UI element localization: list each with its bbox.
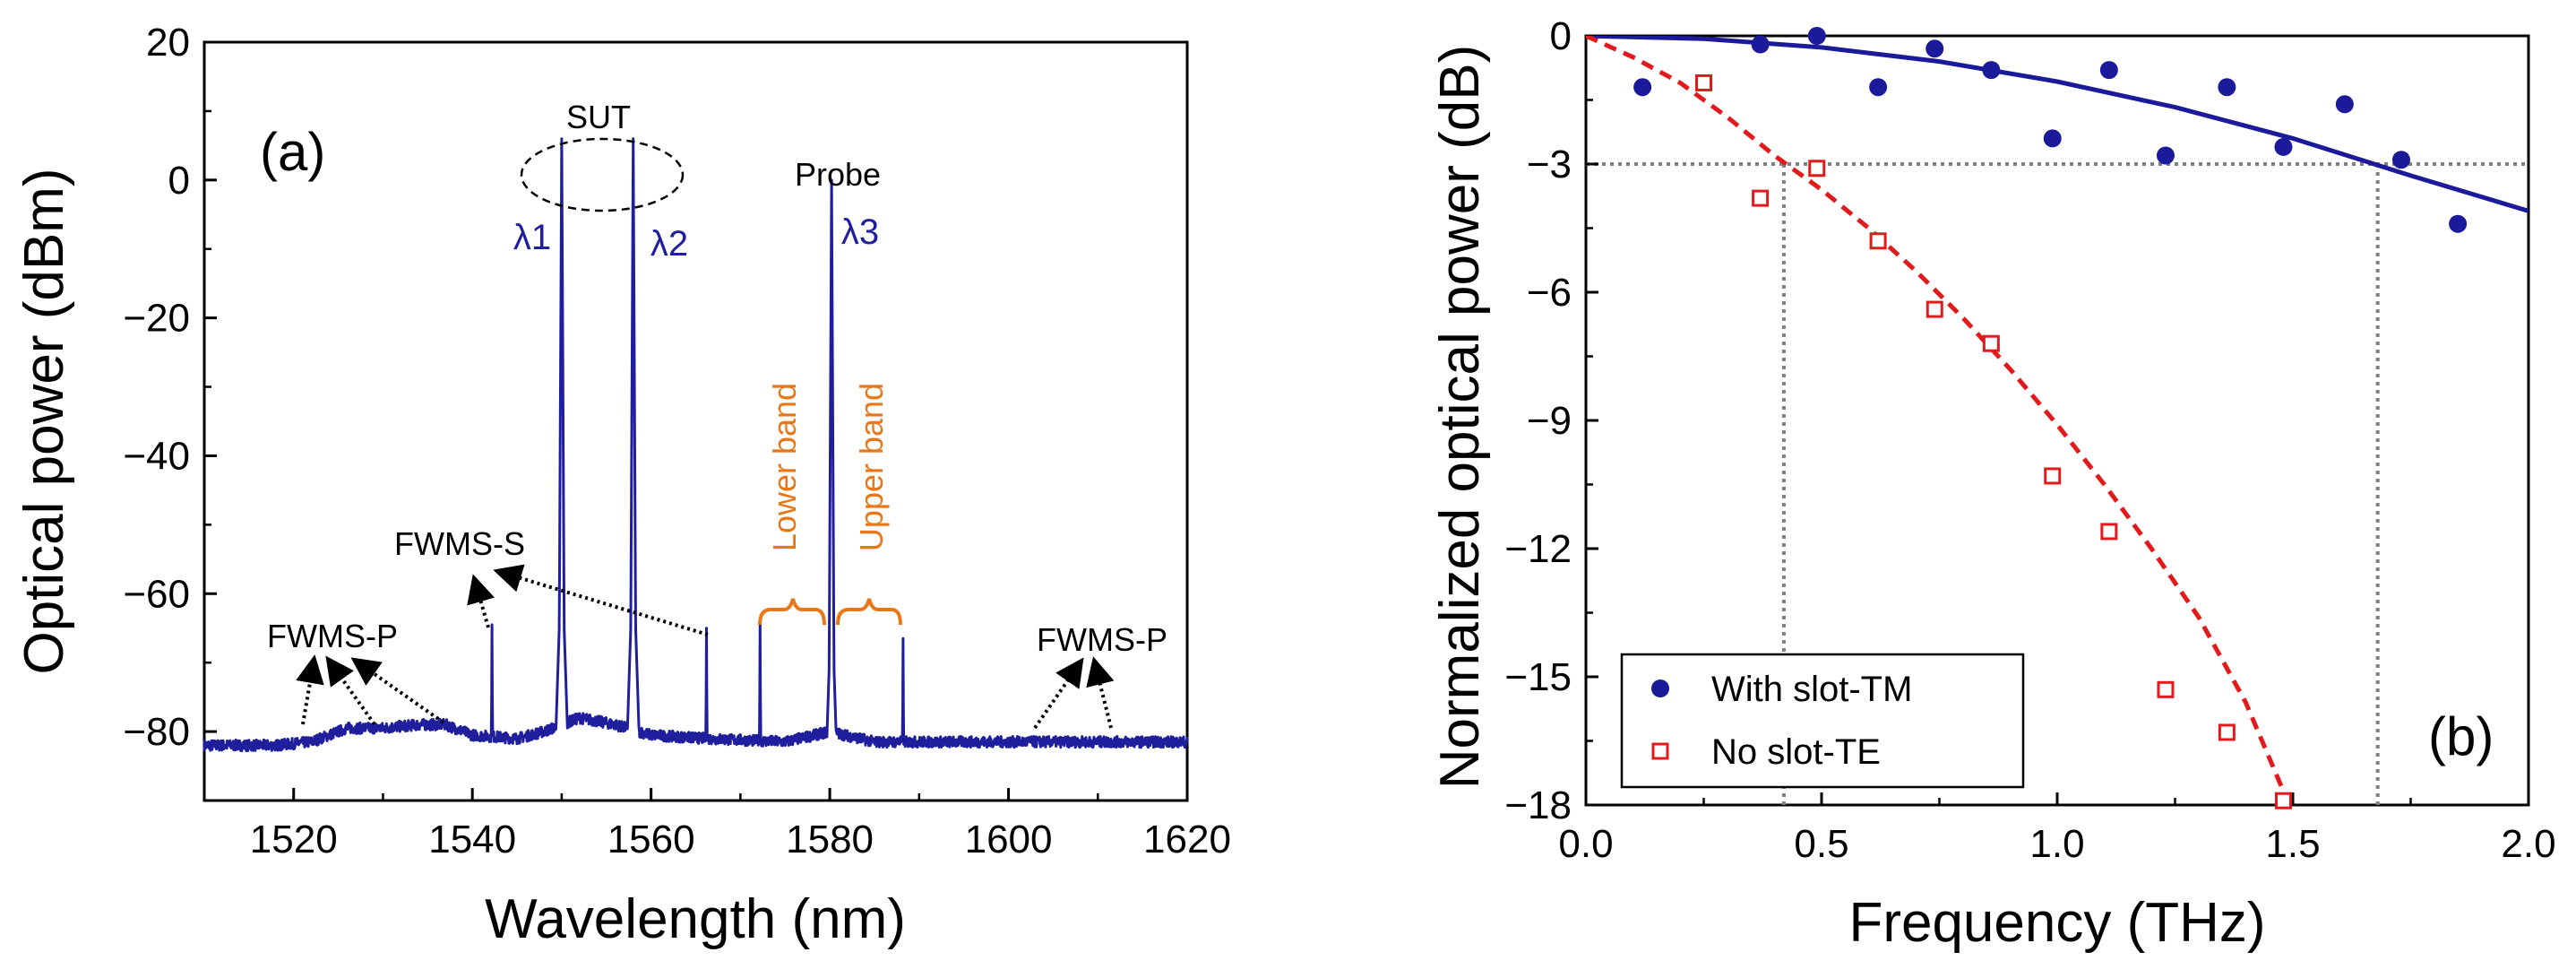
panel-b-y-tick-label: −18 [1504, 783, 1572, 827]
panel-b-label: (b) [2428, 706, 2494, 766]
sut-ellipse [520, 137, 685, 212]
te-data-point [1808, 160, 1826, 177]
panel-a-x-tick-label: 1620 [1143, 818, 1231, 861]
probe-label: Probe [795, 156, 881, 193]
te-data-point [1752, 189, 1770, 207]
tm-fit-curve [1586, 36, 2529, 213]
tm-data-point [2156, 146, 2175, 165]
panel-b-y-tick-label: −6 [1527, 271, 1572, 315]
tm-data-point [1751, 35, 1770, 54]
panel-b-x-tick-label: 1.5 [2265, 822, 2320, 866]
sut-label: SUT [566, 99, 631, 135]
panel-a-x-tick-label: 1580 [786, 818, 874, 861]
te-data-point [2157, 680, 2175, 698]
panel-b-y-tick-label: −15 [1504, 655, 1572, 699]
tm-data-point [2274, 137, 2293, 156]
panel-b-y-tick-label: −9 [1527, 399, 1572, 443]
te-data-point [2274, 792, 2292, 809]
te-data-point [1869, 232, 1887, 250]
panel-b-x-tick-label: 1.0 [2029, 822, 2084, 866]
panel-a-x-ticks: 1520 1540 1560 1580 1600 1620 [202, 788, 1231, 861]
fwm-sp-left-arrow-2 [325, 655, 376, 726]
panel-a-x-tick-label: 1560 [607, 818, 695, 861]
tm-data-point [2449, 214, 2468, 233]
tm-data-point [1633, 78, 1652, 97]
te-data-point [1695, 74, 1712, 91]
legend-te-marker [1651, 742, 1669, 760]
upper-band-brace [836, 598, 902, 626]
panel-b-x-tick-label: 2.0 [2501, 822, 2555, 866]
fwm-ss-arrow-2 [493, 564, 709, 636]
panel-b-y-axis-title: Normalized optical power (dB) [1429, 45, 1491, 789]
panel-a-spectrum-chart: 1520 1540 1560 1580 1600 1620 20 0 −20 −40 −60 −80… [13, 21, 1231, 950]
panel-b-x-tick-label: 0.0 [1558, 822, 1613, 866]
lower-band-brace [758, 598, 826, 626]
fwm-sp-left-arrow-3 [350, 657, 445, 724]
panel-a-x-tick-label: 1520 [250, 818, 338, 861]
tm-data-point [2099, 61, 2118, 80]
panel-a-y-tick-label: 20 [146, 21, 190, 65]
legend: With slot-TM No slot-TE [1620, 653, 2025, 789]
panel-a-y-axis-title: Optical power (dBm) [13, 168, 75, 674]
panel-a-y-tick-label: −20 [123, 297, 190, 341]
te-data-point [2044, 467, 2062, 485]
te-data-point [2218, 723, 2236, 741]
fwm-ss-label: FWMS-S [394, 525, 525, 562]
fwm-ss-arrow-1 [467, 574, 495, 628]
lambda2-label: λ2 [650, 224, 688, 264]
fwm-sp-left-label: FWMS-P [267, 618, 398, 654]
panel-b-x-tick-label: 0.5 [1794, 822, 1848, 866]
tm-data-points [1633, 27, 2468, 233]
panel-a-x-axis-title: Wavelength (nm) [485, 888, 906, 950]
fwm-sp-right-label: FWMS-P [1037, 621, 1167, 658]
fwm-sp-right-arrow-2 [1086, 656, 1115, 729]
panel-a-y-ticks: 20 0 −20 −40 −60 −80 [123, 21, 217, 802]
fwm-arrows [296, 564, 1115, 730]
panel-a-x-tick-label: 1600 [965, 818, 1053, 861]
tm-data-point [2391, 151, 2410, 169]
legend-box [1620, 653, 2025, 789]
te-data-point [1926, 300, 1943, 318]
panel-a-y-tick-label: 0 [168, 159, 190, 203]
fwm-sp-left-arrow-1 [296, 654, 324, 725]
lower-band-label: Lower band [766, 383, 803, 551]
fwm-sp-right-arrow-1 [1033, 657, 1084, 730]
lambda1-label: λ1 [513, 218, 551, 257]
tm-data-point [1926, 39, 1944, 58]
te-data-point [2100, 523, 2118, 541]
optical-spectrum-line [202, 137, 1189, 753]
panel-b-x-ticks: 0.0 0.5 1.0 1.5 2.0 [1558, 792, 2556, 866]
panel-b-y-tick-label: 0 [1550, 14, 1572, 58]
panel-b-bandwidth-chart: 0.0 0.5 1.0 1.5 2.0 0 −3 −6 −9 −12 −15 −18 (b) Fre… [1429, 14, 2556, 954]
te-fit-curve [1586, 36, 2292, 805]
panel-a-plot-frame [202, 40, 1189, 802]
lambda3-label: λ3 [841, 212, 879, 252]
panel-a-y-tick-label: −40 [123, 434, 190, 478]
panel-b-y-tick-label: −12 [1504, 527, 1572, 571]
panel-a-y-tick-label: −60 [123, 572, 190, 616]
panel-b-y-ticks: 0 −3 −6 −9 −12 −15 −18 [1504, 14, 1598, 827]
legend-tm-label: With slot-TM [1711, 670, 1912, 709]
panel-b-x-axis-title: Frequency (THz) [1848, 892, 2265, 954]
te-data-point [1982, 334, 2000, 352]
tm-data-point [1807, 27, 1826, 45]
tm-data-point [1869, 78, 1888, 97]
panel-b-y-tick-label: −3 [1527, 143, 1572, 186]
legend-tm-marker [1651, 679, 1669, 697]
tm-data-point [2335, 95, 2354, 114]
tm-data-point [1982, 61, 2001, 80]
panel-a-y-tick-label: −80 [123, 710, 190, 754]
legend-te-label: No slot-TE [1711, 732, 1881, 772]
tm-data-point [2218, 78, 2236, 97]
panel-a-x-tick-label: 1540 [428, 818, 516, 861]
panel-a-label: (a) [260, 122, 325, 182]
te-data-points [1695, 74, 2292, 809]
upper-band-label: Upper band [853, 383, 890, 551]
tm-data-point [2043, 129, 2062, 148]
